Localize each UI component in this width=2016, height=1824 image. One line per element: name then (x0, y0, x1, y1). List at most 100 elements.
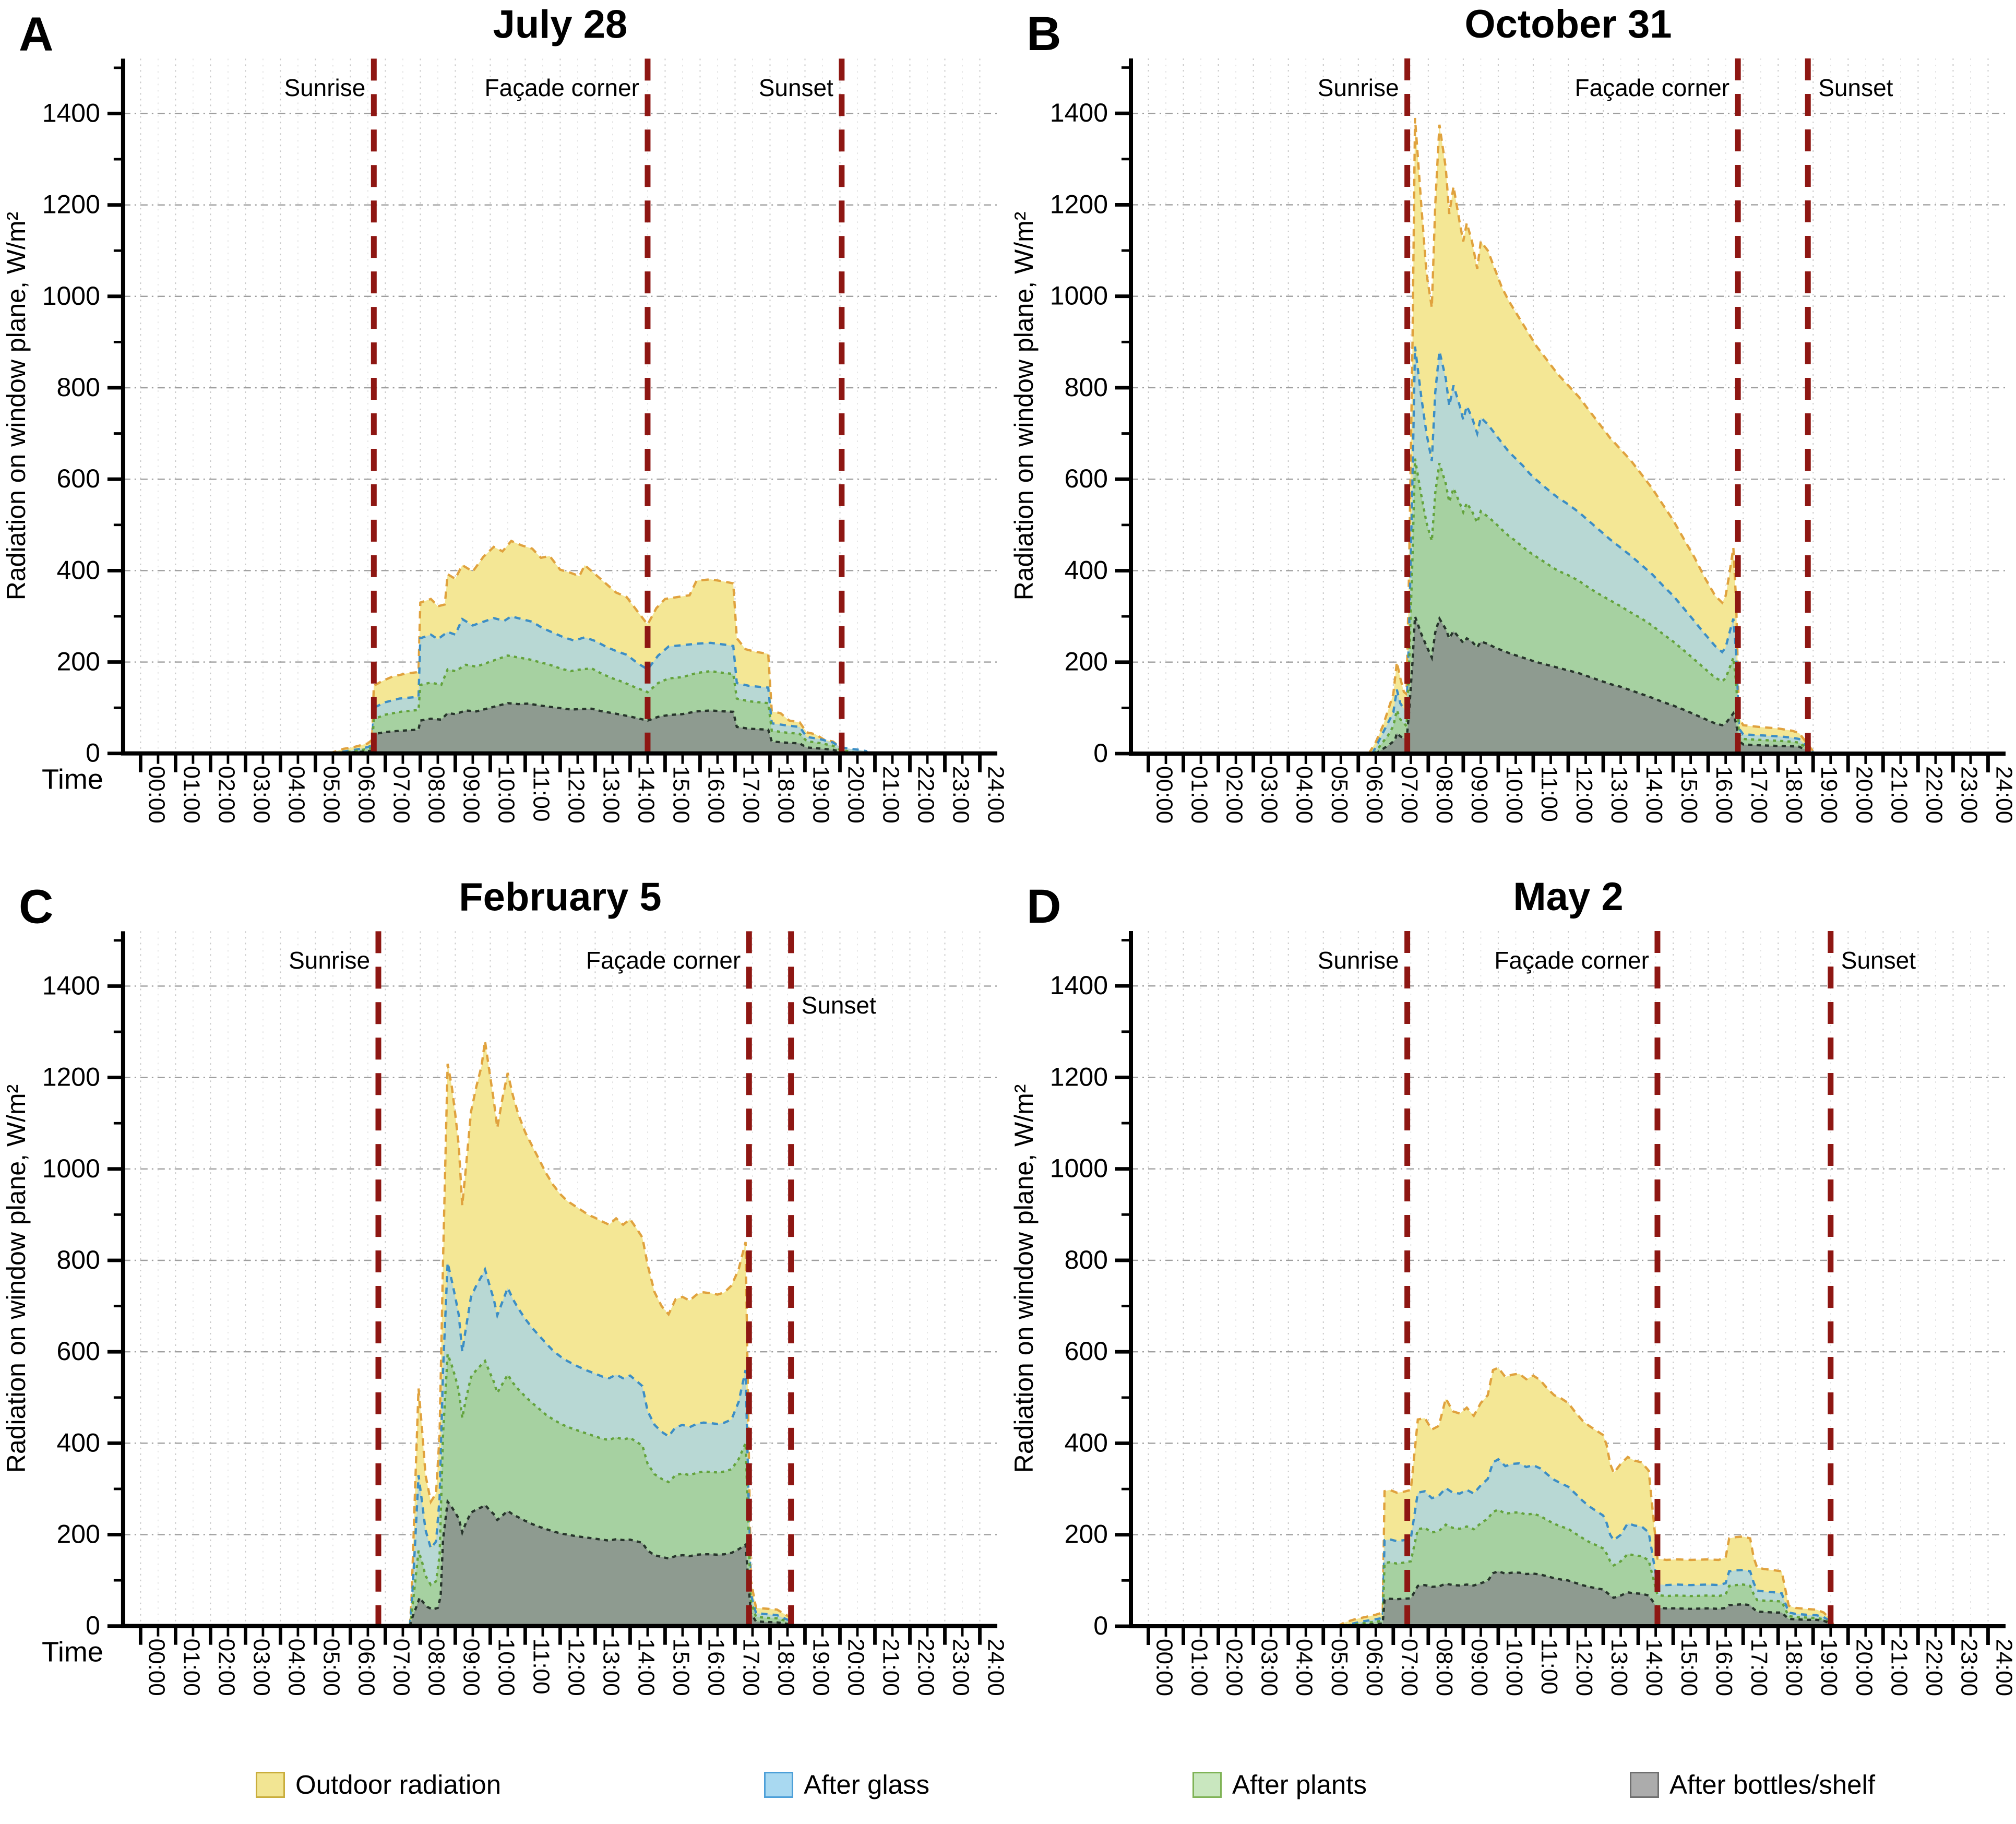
axes (1115, 58, 2006, 772)
svg-text:16:00: 16:00 (703, 1639, 729, 1696)
svg-text:05:00: 05:00 (318, 766, 344, 824)
event-lines (1404, 931, 1834, 1626)
panel-b-october-31: 0 200 400 600 800 1000 1200 1400 00:00 01:00 02:00… (1008, 0, 2016, 873)
svg-text:24:00: 24:00 (983, 766, 1008, 824)
gridlines (1131, 931, 2006, 1626)
legend-item-after-glass: After glass (764, 1769, 929, 1800)
svg-text:20:00: 20:00 (843, 1639, 869, 1696)
axes (1115, 931, 2006, 1645)
panel-title: July 28 (493, 2, 628, 46)
svg-text:15:00: 15:00 (669, 1639, 694, 1696)
svg-text:22:00: 22:00 (1921, 1639, 1947, 1696)
svg-text:05:00: 05:00 (318, 1639, 344, 1696)
series-area-after-bottles-shelf (410, 1501, 793, 1626)
annotation-sunrise: Sunrise (1318, 74, 1399, 101)
series-border-outdoor-radiation (1367, 117, 1818, 755)
svg-text:02:00: 02:00 (213, 1639, 239, 1696)
svg-text:19:00: 19:00 (1816, 766, 1842, 824)
svg-text:02:00: 02:00 (1222, 766, 1247, 824)
svg-text:1400: 1400 (42, 98, 100, 127)
event-lines (1404, 58, 1811, 754)
svg-text:200: 200 (1065, 1520, 1108, 1549)
svg-text:22:00: 22:00 (1921, 766, 1947, 824)
svg-text:13:00: 13:00 (1606, 1639, 1632, 1696)
svg-text:17:00: 17:00 (1746, 766, 1772, 824)
svg-text:01:00: 01:00 (178, 1639, 204, 1696)
svg-text:200: 200 (57, 1520, 100, 1549)
series-areas (1367, 117, 1818, 755)
svg-text:24:00: 24:00 (983, 1639, 1008, 1696)
svg-text:21:00: 21:00 (1886, 1639, 1912, 1696)
svg-text:1400: 1400 (1050, 971, 1108, 1000)
svg-text:400: 400 (1065, 1428, 1108, 1457)
x-axis-label-time: Time (42, 1637, 103, 1668)
svg-text:1200: 1200 (42, 190, 100, 219)
svg-text:11:00: 11:00 (528, 766, 554, 822)
series-border-outdoor-radiation (409, 1041, 794, 1627)
svg-text:10:00: 10:00 (494, 1639, 519, 1696)
svg-text:1000: 1000 (1050, 1154, 1108, 1183)
svg-text:20:00: 20:00 (1851, 1639, 1877, 1696)
svg-text:12:00: 12:00 (563, 766, 589, 824)
svg-text:600: 600 (1065, 464, 1108, 493)
panel-c-february-5: 0 200 400 600 800 1000 1200 1400 00:00 01:00 02:00… (0, 873, 1008, 1745)
svg-text:400: 400 (1065, 555, 1108, 585)
svg-text:1400: 1400 (42, 971, 100, 1000)
series-border-after-glass (1371, 346, 1817, 755)
panel-title: October 31 (1464, 2, 1672, 46)
svg-text:14:00: 14:00 (633, 1639, 659, 1696)
svg-text:00:00: 00:00 (144, 766, 169, 824)
gridlines (123, 58, 998, 754)
annotations: Sunrise Façade corner Sunset (282, 72, 836, 103)
svg-text:23:00: 23:00 (1956, 1639, 1982, 1696)
svg-text:16:00: 16:00 (703, 766, 729, 824)
svg-text:10:00: 10:00 (1501, 766, 1527, 824)
annotations: Sunrise Façade corner Sunset (287, 945, 878, 1021)
svg-text:13:00: 13:00 (1606, 766, 1632, 824)
svg-text:00:00: 00:00 (1152, 1639, 1177, 1696)
svg-text:1000: 1000 (42, 281, 100, 311)
panel-letter: C (19, 880, 53, 933)
chart-may-2: 0 200 400 600 800 1000 1200 1400 00:00 01:00 02:00… (1009, 875, 2016, 1696)
gridlines (1131, 58, 2006, 754)
annotation-facade-corner: Façade corner (485, 74, 639, 101)
svg-text:02:00: 02:00 (1222, 1639, 1247, 1696)
panel-letter: D (1027, 880, 1061, 933)
svg-text:00:00: 00:00 (1152, 766, 1177, 824)
series-border-outdoor-radiation (1337, 1366, 1835, 1627)
legend: Outdoor radiation After glass After plan… (0, 1745, 2016, 1824)
svg-text:0: 0 (86, 738, 100, 768)
svg-text:04:00: 04:00 (283, 1639, 309, 1696)
annotation-sunset: Sunset (1818, 74, 1893, 101)
annotations: Sunrise Façade corner Sunset (1316, 945, 1918, 976)
series-border-after-bottles-shelf (1344, 1570, 1835, 1628)
annotation-sunrise: Sunrise (289, 947, 370, 974)
svg-text:10:00: 10:00 (494, 766, 519, 824)
panel-a-july-28: 0 200 400 600 800 1000 1200 1400 00:00 01:00 02:00… (0, 0, 1008, 873)
svg-text:800: 800 (57, 373, 100, 402)
svg-text:23:00: 23:00 (948, 766, 973, 824)
legend-item-after-bottles-shelf: After bottles/shelf (1629, 1769, 1875, 1800)
svg-text:06:00: 06:00 (1362, 1639, 1387, 1696)
svg-text:15:00: 15:00 (1676, 1639, 1702, 1696)
legend-swatch-after-bottles-shelf (1629, 1771, 1659, 1798)
svg-text:17:00: 17:00 (738, 766, 764, 824)
svg-text:01:00: 01:00 (178, 766, 204, 824)
tick-labels: 0 200 400 600 800 1000 1200 1400 00:00 01:00 02:00… (1050, 971, 2016, 1696)
svg-text:11:00: 11:00 (528, 1639, 554, 1695)
svg-text:200: 200 (1065, 647, 1108, 676)
svg-text:01:00: 01:00 (1187, 766, 1212, 824)
svg-text:03:00: 03:00 (248, 1639, 274, 1696)
legend-item-outdoor-radiation: Outdoor radiation (256, 1769, 501, 1800)
svg-text:23:00: 23:00 (948, 1639, 973, 1696)
svg-text:04:00: 04:00 (1292, 766, 1317, 824)
svg-text:21:00: 21:00 (878, 766, 904, 824)
svg-text:1200: 1200 (1050, 1062, 1108, 1091)
panel-title: February 5 (459, 875, 661, 919)
svg-text:06:00: 06:00 (353, 766, 379, 824)
chart-october-31: 0 200 400 600 800 1000 1200 1400 00:00 01:00 02:00… (1009, 2, 2016, 824)
annotations: Sunrise Façade corner Sunset (1316, 72, 1895, 103)
y-axis-label: Radiation on window plane, W/m² (2, 1084, 31, 1473)
annotation-facade-corner: Façade corner (1494, 947, 1649, 974)
legend-label-outdoor-radiation: Outdoor radiation (295, 1770, 502, 1799)
